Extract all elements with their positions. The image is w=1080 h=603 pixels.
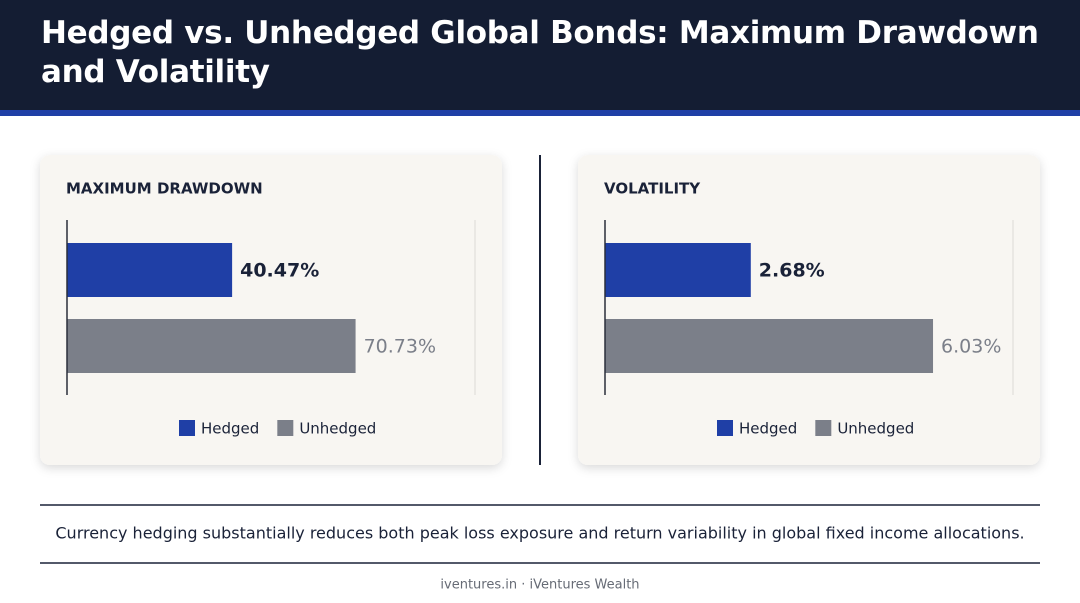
legend-label: Unhedged	[837, 420, 914, 438]
card	[40, 155, 502, 465]
chart-title: MAXIMUM DRAWDOWN	[66, 180, 263, 198]
bar	[67, 243, 233, 297]
legend-swatch	[179, 420, 195, 436]
page-title: Hedged vs. Unhedged Global Bonds: Maximu…	[41, 15, 1039, 90]
value-label: 70.73%	[364, 336, 436, 358]
footer: iventures.in · iVentures Wealth	[440, 578, 639, 593]
value-label: 6.03%	[941, 336, 1001, 358]
header-stripe	[0, 110, 1080, 116]
legend-swatch	[717, 420, 733, 436]
header	[0, 0, 1080, 110]
bar	[605, 243, 751, 297]
caption: Currency hedging substantially reduces b…	[55, 524, 1024, 543]
card	[578, 155, 1040, 465]
bar	[605, 319, 934, 373]
legend-swatch	[815, 420, 832, 436]
legend-swatch	[277, 420, 294, 436]
bar	[67, 319, 356, 373]
legend-label: Hedged	[739, 420, 797, 438]
legend-label: Unhedged	[299, 420, 376, 438]
value-label: 40.47%	[240, 260, 319, 282]
chart-title: VOLATILITY	[604, 180, 701, 198]
legend-label: Hedged	[201, 420, 259, 438]
value-label: 2.68%	[759, 260, 825, 282]
